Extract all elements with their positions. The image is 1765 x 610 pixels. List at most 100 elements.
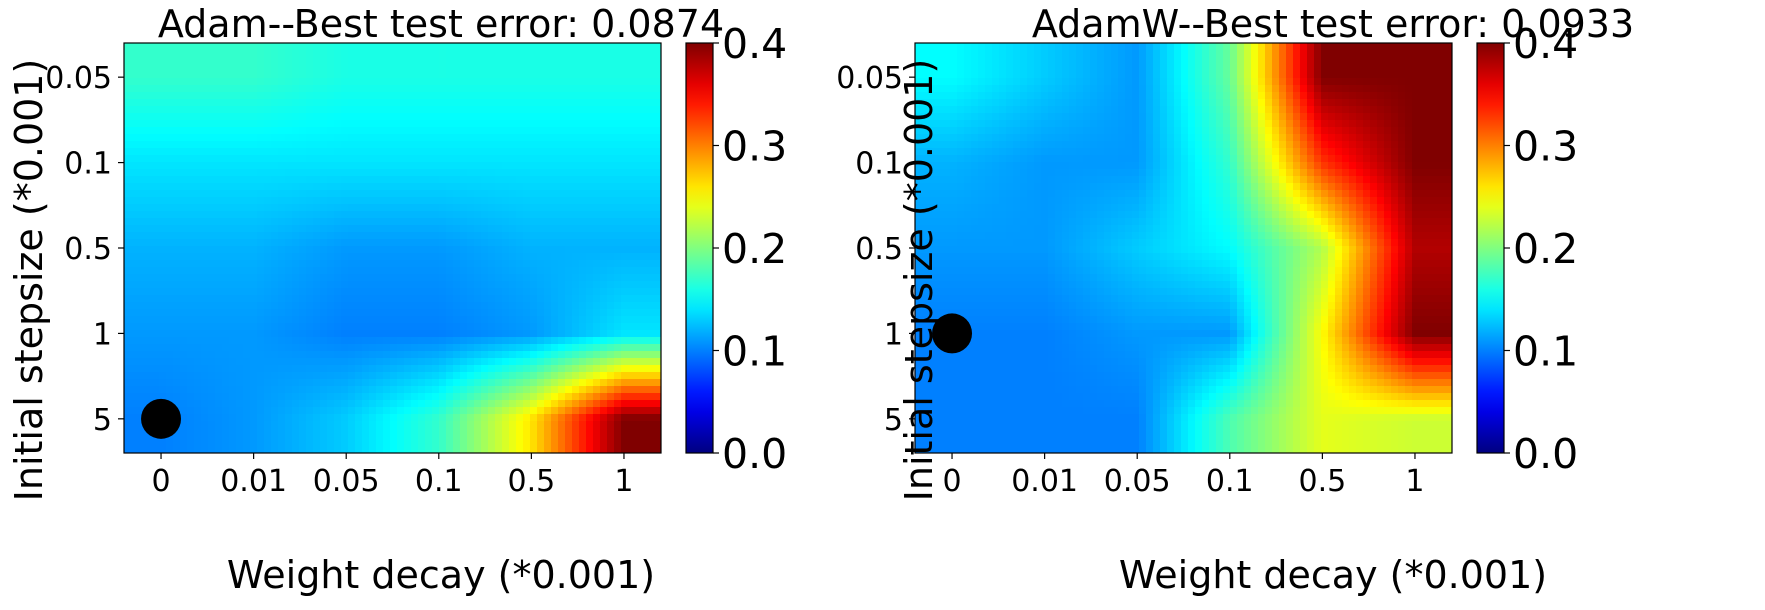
heatmap-cell — [530, 183, 538, 191]
heatmap-cell — [236, 274, 244, 282]
heatmap-cell — [327, 106, 335, 114]
heatmap-cell — [425, 64, 433, 72]
heatmap-cell — [502, 309, 510, 317]
heatmap-cell — [432, 148, 440, 156]
heatmap-cell — [467, 85, 475, 93]
heatmap-cell — [306, 267, 314, 275]
heatmap-cell — [509, 386, 517, 394]
heatmap-cell — [334, 113, 342, 121]
heatmap-cell — [166, 211, 174, 219]
heatmap-cell — [1104, 57, 1112, 65]
heatmap-cell — [635, 239, 643, 247]
heatmap-cell — [579, 260, 587, 268]
heatmap-cell — [1174, 64, 1182, 72]
heatmap-cell — [544, 316, 552, 324]
heatmap-cell — [999, 71, 1007, 79]
heatmap-cell — [544, 281, 552, 289]
heatmap-cell — [1412, 71, 1420, 79]
heatmap-cell — [320, 113, 328, 121]
heatmap-cell — [523, 169, 531, 177]
heatmap-cell — [362, 386, 370, 394]
heatmap-cell — [418, 148, 426, 156]
heatmap-cell — [530, 204, 538, 212]
heatmap-cell — [418, 106, 426, 114]
heatmap-cell — [453, 71, 461, 79]
heatmap-cell — [397, 365, 405, 373]
heatmap-cell — [138, 253, 146, 261]
heatmap-cell — [495, 92, 503, 100]
heatmap-cell — [201, 204, 209, 212]
heatmap-cell — [530, 148, 538, 156]
heatmap-cell — [341, 64, 349, 72]
heatmap-cell — [418, 386, 426, 394]
heatmap-cell — [418, 316, 426, 324]
heatmap-cell — [397, 393, 405, 401]
heatmap-cell — [600, 323, 608, 331]
heatmap-cell — [124, 134, 132, 142]
heatmap-cell — [278, 435, 286, 443]
heatmap-cell — [264, 253, 272, 261]
heatmap-cell — [453, 281, 461, 289]
heatmap-cell — [404, 232, 412, 240]
heatmap-cell — [558, 57, 566, 65]
heatmap-cell — [348, 435, 356, 443]
heatmap-cell — [1027, 64, 1035, 72]
heatmap-cell — [453, 386, 461, 394]
heatmap-cell — [397, 64, 405, 72]
heatmap-cell — [488, 43, 496, 51]
heatmap-cell — [481, 232, 489, 240]
heatmap-cell — [152, 211, 160, 219]
heatmap-cell — [159, 162, 167, 170]
heatmap-cell — [516, 421, 524, 429]
heatmap-cell — [152, 274, 160, 282]
heatmap-cell — [355, 197, 363, 205]
heatmap-cell — [285, 71, 293, 79]
heatmap-cell — [656, 442, 661, 450]
heatmap-cell — [201, 232, 209, 240]
heatmap-cell — [348, 400, 356, 408]
heatmap-cell — [271, 71, 279, 79]
heatmap-cell — [278, 232, 286, 240]
heatmap-cell — [411, 407, 419, 415]
heatmap-cell — [621, 330, 629, 338]
heatmap-cell — [418, 323, 426, 331]
heatmap-cell — [418, 288, 426, 296]
heatmap-cell — [565, 162, 573, 170]
heatmap-cell — [257, 225, 265, 233]
heatmap-cell — [1342, 64, 1350, 72]
heatmap-cell — [502, 211, 510, 219]
heatmap-cell — [264, 218, 272, 226]
heatmap-cell — [586, 85, 594, 93]
heatmap-cell — [1426, 71, 1434, 79]
heatmap-cell — [537, 197, 545, 205]
heatmap-cell — [180, 239, 188, 247]
heatmap-cell — [229, 358, 237, 366]
heatmap-cell — [1111, 43, 1119, 51]
heatmap-cell — [565, 337, 573, 345]
heatmap-cell — [1013, 71, 1021, 79]
heatmap-cell — [243, 120, 251, 128]
heatmap-cell — [467, 330, 475, 338]
heatmap-cell — [418, 372, 426, 380]
heatmap-cell — [180, 113, 188, 121]
heatmap-cell — [530, 78, 538, 86]
heatmap-cell — [152, 232, 160, 240]
heatmap-cell — [488, 281, 496, 289]
heatmap-cell — [579, 225, 587, 233]
heatmap-cell — [411, 218, 419, 226]
heatmap-cell — [572, 134, 580, 142]
y-tick-label: 1 — [93, 317, 112, 352]
heatmap-cell — [600, 379, 608, 387]
heatmap-cell — [215, 43, 223, 51]
heatmap-cell — [187, 288, 195, 296]
heatmap-cell — [530, 176, 538, 184]
heatmap-cell — [656, 260, 661, 268]
heatmap-cell — [572, 428, 580, 436]
heatmap-cell — [509, 134, 517, 142]
heatmap-cell — [523, 414, 531, 422]
heatmap-cell — [334, 218, 342, 226]
heatmap-cell — [257, 113, 265, 121]
heatmap-cell — [194, 127, 202, 135]
heatmap-cell — [607, 302, 615, 310]
heatmap-cell — [565, 393, 573, 401]
